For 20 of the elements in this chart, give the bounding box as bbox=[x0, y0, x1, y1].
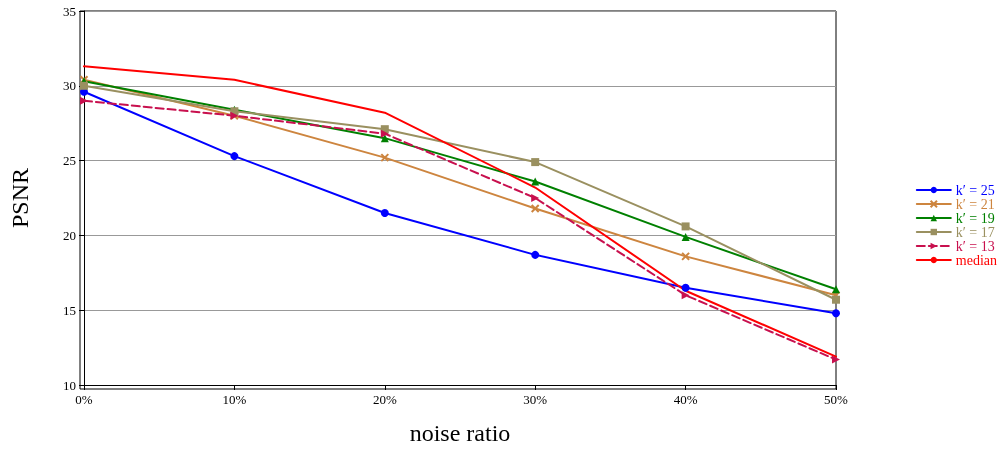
x-tick-label: 30% bbox=[523, 392, 548, 407]
x-axis-title: noise ratio bbox=[409, 420, 511, 446]
y-tick-label: 35 bbox=[63, 3, 76, 19]
y-tick-label: 25 bbox=[63, 153, 76, 169]
x-tick-label: 40% bbox=[673, 392, 698, 407]
legend-label: k′ = 13 bbox=[955, 238, 995, 254]
y-tick-label: 15 bbox=[63, 302, 76, 318]
x-tick-label: 10% bbox=[222, 392, 247, 407]
legend-label: k′ = 17 bbox=[955, 224, 995, 240]
y-axis-title: PSNR bbox=[7, 167, 33, 229]
legend-label: k′ = 21 bbox=[955, 196, 995, 212]
x-tick-label: 50% bbox=[824, 392, 849, 407]
x-tick-label: 20% bbox=[372, 392, 397, 407]
y-tick-label: 10 bbox=[63, 377, 76, 393]
legend-label: median bbox=[955, 252, 998, 268]
y-tick-label: 30 bbox=[63, 78, 76, 94]
y-tick-label: 20 bbox=[63, 227, 76, 243]
legend-label: k′ = 25 bbox=[955, 182, 995, 198]
x-tick-label: 0% bbox=[75, 392, 93, 407]
legend-label: k′ = 19 bbox=[955, 210, 995, 226]
